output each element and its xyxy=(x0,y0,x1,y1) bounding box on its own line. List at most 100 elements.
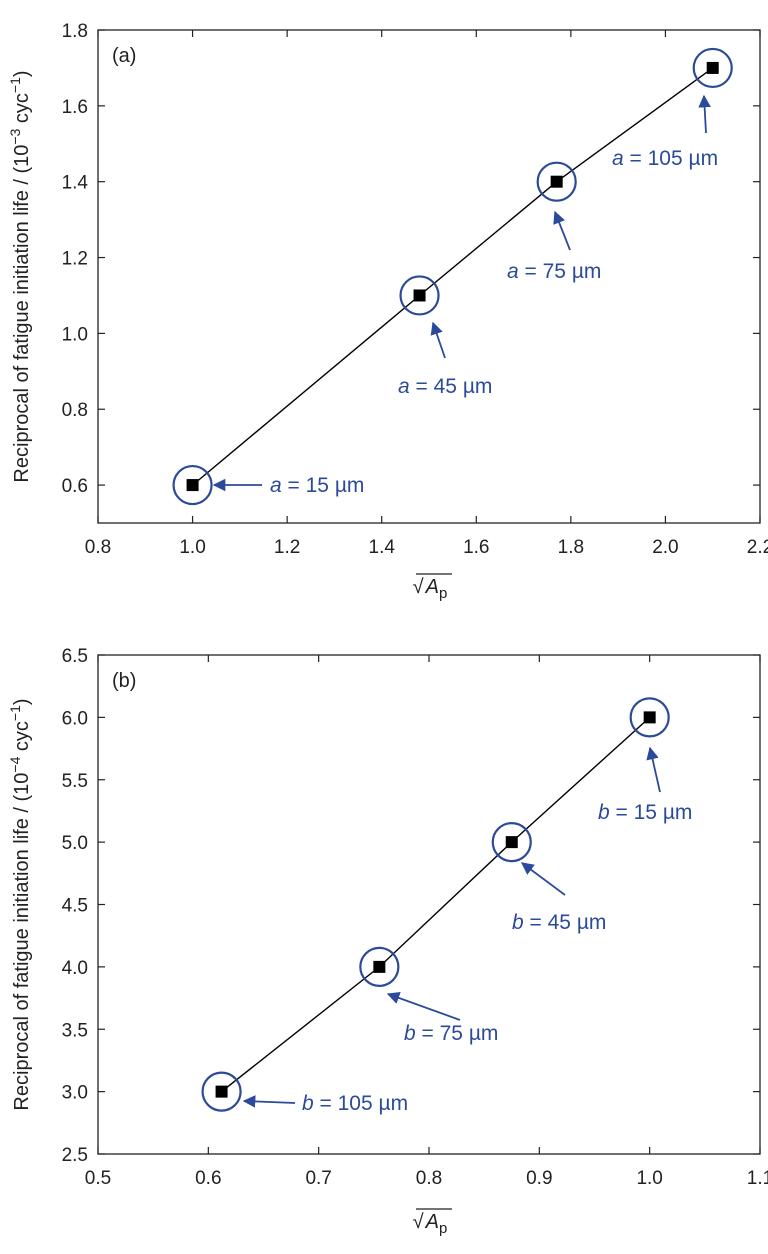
annotation-arrow xyxy=(386,991,461,1021)
y-tick-label: 1.0 xyxy=(62,324,88,345)
highlight-circle xyxy=(201,1071,242,1112)
x-axis-label-radical: √ xyxy=(413,576,424,598)
x-tick-label: 0.8 xyxy=(416,1168,442,1189)
annotation-arrow xyxy=(520,862,566,896)
x-tick-label: 1.2 xyxy=(274,537,300,558)
x-tick-label: 0.5 xyxy=(85,1168,111,1189)
data-point xyxy=(643,711,656,724)
point-annotation: a = 75 µm xyxy=(507,260,601,283)
x-tick-label: 1.8 xyxy=(558,537,584,558)
y-tick-label: 4.0 xyxy=(62,958,88,979)
x-axis-label-subscript: p xyxy=(439,585,447,602)
data-point xyxy=(373,960,386,973)
annotation-variable: b xyxy=(512,911,524,934)
panel-label: (b) xyxy=(112,670,136,692)
panel-b: 0.5 0.6 0.7 0.8 0.9 1.0 1.1 2.5 3.0 3.5 4.0 4.5 5.0 5… xyxy=(7,646,768,1237)
y-axis-label-exponent: −4 xyxy=(7,756,23,772)
annotation-value: = 105 µm xyxy=(624,147,718,170)
point-annotation: a = 45 µm xyxy=(398,375,492,398)
y-tick-label: 1.8 xyxy=(62,21,88,42)
y-axis-label: Reciprocal of fatigue initiation life / … xyxy=(7,698,33,1110)
data-point xyxy=(550,175,563,188)
x-axis-label-subscript: p xyxy=(439,1220,447,1237)
y-axis-label-unit-exponent: −1 xyxy=(7,705,23,721)
annotation-value: = 45 µm xyxy=(410,375,493,398)
annotation-variable: a xyxy=(270,474,282,497)
y-tick-label: 6.5 xyxy=(62,646,88,667)
x-tick-label: 2.2 xyxy=(747,537,768,558)
x-tick-label: 1.4 xyxy=(369,537,396,558)
annotation-variable: a xyxy=(507,260,519,283)
annotation-variable: a xyxy=(398,375,410,398)
x-tick-label: 1.6 xyxy=(463,537,489,558)
panel-a: 0.8 1.0 1.2 1.4 1.6 1.8 2.0 2.2 0.6 0.8 1.0 1.2 1.4 1… xyxy=(7,21,768,602)
plot-frame xyxy=(97,29,761,524)
x-tick-label: 1.0 xyxy=(179,537,205,558)
data-point xyxy=(186,479,199,492)
annotation-variable: b xyxy=(404,1022,416,1045)
y-tick-label: 1.6 xyxy=(62,97,88,118)
x-tick-label: 0.9 xyxy=(526,1168,552,1189)
y-axis-label-exponent: −3 xyxy=(7,128,23,144)
highlight-circle xyxy=(491,822,532,863)
data-point xyxy=(505,836,518,849)
x-axis-label-symbol: A xyxy=(425,1211,439,1233)
y-axis-label-unit-exponent: −1 xyxy=(7,77,23,93)
data-point xyxy=(706,61,719,74)
plot-frame xyxy=(97,654,761,1155)
point-annotation: b = 75 µm xyxy=(404,1022,498,1045)
x-tick-label: 0.6 xyxy=(195,1168,221,1189)
annotation-variable: b xyxy=(598,801,610,824)
point-annotation: b = 105 µm xyxy=(302,1092,408,1115)
y-axis-label-unit: cyc xyxy=(11,93,33,129)
highlight-circle xyxy=(399,275,440,316)
x-tick-label: 0.7 xyxy=(305,1168,331,1189)
point-annotation: b = 45 µm xyxy=(512,911,606,934)
y-tick-label: 0.8 xyxy=(62,400,88,421)
y-tick-label: 5.0 xyxy=(62,833,88,854)
point-annotation: b = 15 µm xyxy=(598,801,692,824)
y-axis-label-close: ) xyxy=(11,698,33,705)
x-axis-label: √ Ap xyxy=(413,1211,448,1237)
y-tick-label: 1.4 xyxy=(62,173,89,194)
annotation-variable: a xyxy=(612,147,624,170)
y-axis-label-main: Reciprocal of fatigue initiation life / … xyxy=(11,145,33,483)
annotation-arrow xyxy=(553,210,571,251)
x-tick-label: 2.0 xyxy=(652,537,678,558)
panel-label: (a) xyxy=(112,45,136,67)
data-point xyxy=(215,1085,228,1098)
x-tick-label: 0.8 xyxy=(85,537,111,558)
y-tick-label: 6.0 xyxy=(62,708,88,729)
x-axis-label-radical: √ xyxy=(413,1211,424,1233)
y-axis-label: Reciprocal of fatigue initiation life / … xyxy=(7,70,33,482)
x-tick-label: 1.1 xyxy=(747,1168,768,1189)
highlight-circle xyxy=(172,464,213,506)
fit-line xyxy=(192,67,714,486)
highlight-circle xyxy=(359,946,400,987)
point-annotation: a = 105 µm xyxy=(612,147,718,170)
fit-line xyxy=(221,716,651,1093)
y-tick-label: 2.5 xyxy=(62,1145,88,1166)
annotation-arrow xyxy=(430,321,446,359)
x-axis-label: √ Ap xyxy=(413,576,448,602)
annotation-value: = 75 µm xyxy=(519,260,602,283)
annotation-value: = 75 µm xyxy=(416,1022,499,1045)
highlight-circle xyxy=(629,697,670,738)
point-annotation: a = 15 µm xyxy=(270,474,364,497)
data-point xyxy=(413,289,426,302)
annotation-value: = 15 µm xyxy=(610,801,693,824)
annotation-arrow xyxy=(646,746,661,793)
y-tick-label: 3.0 xyxy=(62,1083,88,1104)
y-axis-label-main: Reciprocal of fatigue initiation life / … xyxy=(11,773,33,1111)
x-axis-label-symbol: A xyxy=(425,576,439,598)
annotation-value: = 45 µm xyxy=(524,911,607,934)
y-tick-label: 1.2 xyxy=(62,249,88,270)
y-axis-label-close: ) xyxy=(11,70,33,77)
annotation-value: = 15 µm xyxy=(282,474,365,497)
highlight-circle xyxy=(692,47,733,89)
x-tick-label: 1.0 xyxy=(636,1168,662,1189)
y-tick-label: 3.5 xyxy=(62,1020,88,1041)
y-axis-label-unit: cyc xyxy=(11,721,33,757)
annotation-value: = 105 µm xyxy=(314,1092,408,1115)
